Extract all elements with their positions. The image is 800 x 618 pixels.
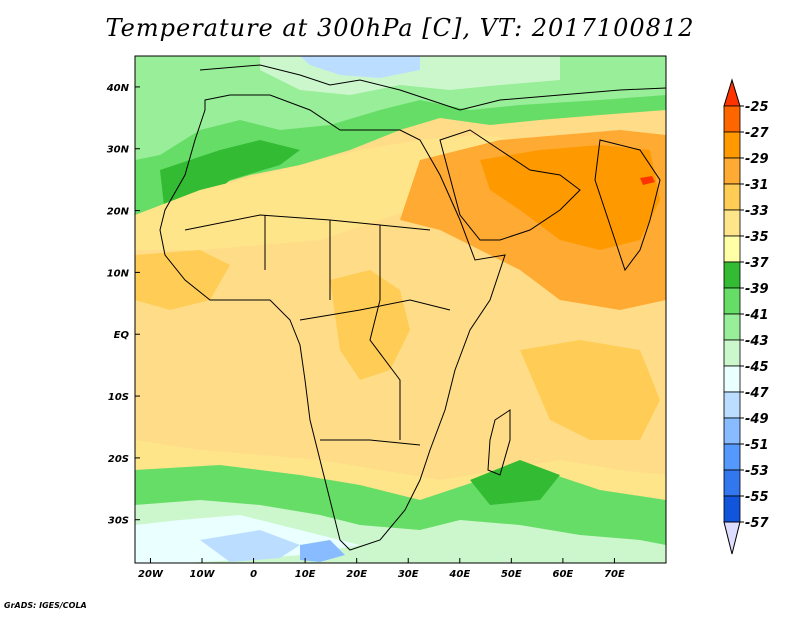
lon-tick-label: 50E: [501, 569, 522, 580]
border-central: [299, 299, 451, 321]
colorbar-label: -27: [745, 126, 769, 141]
colorbar-swatch: [723, 131, 741, 159]
colorbar-label: -39: [745, 282, 769, 297]
field-west-warm: [135, 250, 230, 310]
arabia-coast: [439, 129, 581, 241]
colorbar-swatch: [723, 443, 741, 471]
lat-tick-label: 10N: [107, 268, 130, 279]
colorbar-swatch: [723, 235, 741, 263]
lat-axis: 40N 30N 20N 10N EQ 10S 20S 30S: [106, 83, 140, 527]
lon-tick-label: 20E: [346, 569, 367, 580]
lat-tick-label: 20N: [107, 207, 130, 218]
coastlines: [159, 64, 666, 551]
lon-axis: 20W 10W 0 10E 20E 30E 40E 50E 60E 70E: [138, 558, 625, 580]
colorbar-label: -43: [745, 334, 769, 349]
field-south-blue2: [300, 540, 345, 562]
colorbar-label: -29: [745, 152, 769, 167]
colorbar-swatch: [723, 261, 741, 289]
footer-credit: GrADS: IGES/COLA: [4, 601, 87, 610]
lon-tick-label: 30E: [398, 569, 419, 580]
colorbar-label: -37: [745, 256, 769, 271]
africa-coast: [159, 94, 506, 551]
plot-frame: [134, 55, 667, 564]
colorbar-swatch: [723, 105, 741, 133]
colorbar-swatch: [723, 157, 741, 185]
colorbar-label: -49: [745, 412, 769, 427]
colorbar-label: -25: [745, 100, 769, 115]
field-hotspot: [640, 176, 655, 185]
field-africa-warm1: [330, 270, 410, 380]
colorbar-label: -45: [745, 360, 769, 375]
border-east: [369, 225, 401, 440]
lon-tick-label: 10W: [190, 569, 216, 580]
colorbar-swatch: [723, 339, 741, 367]
lon-tick-label: 40E: [448, 569, 470, 580]
colorbar-swatch: [723, 313, 741, 341]
colorbar-swatch: [723, 183, 741, 211]
lat-tick-label: EQ: [114, 330, 130, 341]
colorbar-top-arrow: [723, 78, 741, 107]
colorbar-swatch: [723, 495, 741, 523]
colorbar-label: -53: [745, 464, 769, 479]
lat-tick-label: 30N: [107, 145, 130, 156]
colorbar-label: -55: [745, 490, 769, 505]
map-title: Temperature at 300hPa [C], VT: 201710081…: [105, 14, 695, 42]
colorbar-label: -35: [745, 230, 769, 245]
lon-tick-label: 10E: [295, 569, 316, 580]
colorbar-label: -51: [745, 438, 769, 453]
lon-tick-label: 20W: [138, 569, 164, 580]
colorbar-swatch: [723, 469, 741, 497]
colorbar-swatch: [723, 365, 741, 393]
field-africa-warm2: [520, 340, 660, 440]
lon-tick-label: 70E: [604, 569, 625, 580]
madagascar: [487, 409, 511, 476]
lat-tick-label: 10S: [108, 392, 129, 403]
colorbar-label: -41: [745, 308, 769, 323]
colorbar-label: -31: [745, 178, 769, 193]
colorbar-label: -57: [745, 516, 769, 531]
lat-tick-label: 30S: [108, 516, 129, 527]
lon-tick-label: 60E: [553, 569, 574, 580]
colorbar-label: -33: [745, 204, 769, 219]
colorbar-label: -47: [745, 386, 769, 401]
field-arabia-core: [480, 145, 660, 250]
field-south-blue: [200, 530, 300, 562]
lat-tick-label: 40N: [106, 83, 130, 94]
map-fill-layer: [135, 56, 666, 563]
lat-tick-label: 20S: [108, 454, 129, 465]
colorbar: -25 -27 -29 -31 -33 -35 -37 -39 -41 -43 -45 -47 -49 -…: [723, 78, 769, 555]
india-coast: [594, 139, 661, 272]
field-north-blue: [300, 56, 420, 78]
colorbar-swatch: [723, 417, 741, 445]
colorbar-swatch: [723, 287, 741, 315]
colorbar-bottom-arrow: [723, 521, 741, 555]
border-west: [264, 215, 331, 300]
colorbar-swatch: [723, 391, 741, 419]
lon-tick-label: 0: [250, 569, 257, 580]
field-south-dark: [470, 460, 560, 505]
colorbar-swatch: [723, 209, 741, 237]
europe-coast: [199, 64, 666, 111]
border-south: [320, 439, 421, 446]
